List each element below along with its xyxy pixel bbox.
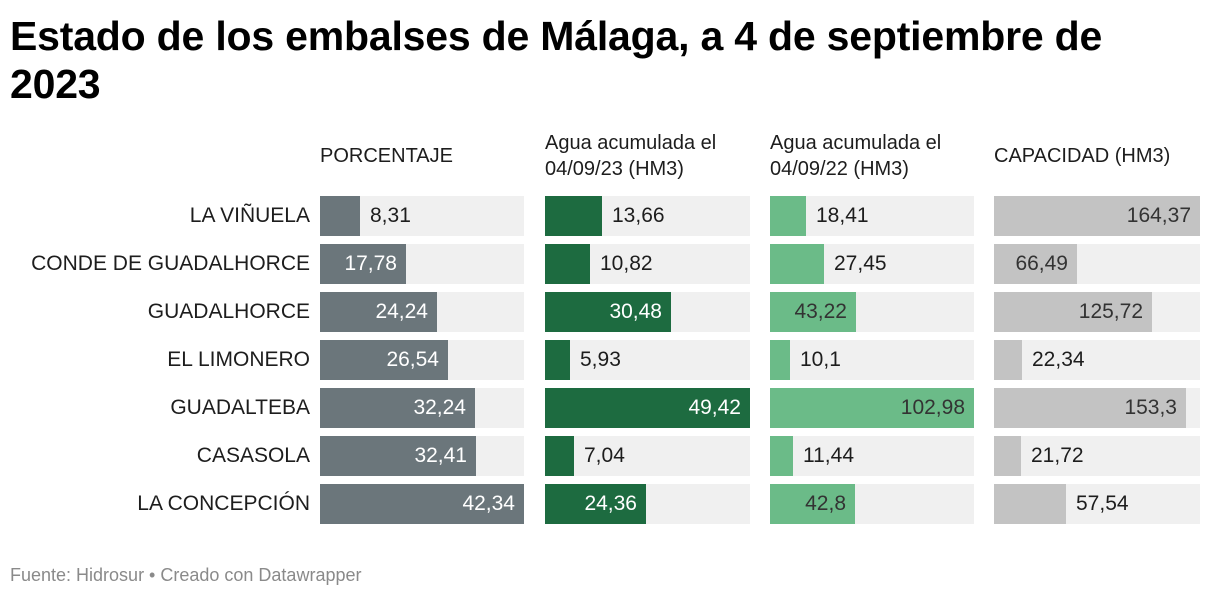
bar-track: 8,31 (320, 196, 524, 236)
bar-track: 24,24 (320, 292, 524, 332)
data-label: 5,93 (580, 348, 621, 371)
data-label: 11,44 (803, 444, 854, 467)
row-label: LA CONCEPCIÓN (137, 492, 310, 515)
data-label: 24,36 (584, 492, 637, 515)
bar-track: 13,66 (545, 196, 750, 236)
bar-track: 22,34 (994, 340, 1200, 380)
data-label: 164,37 (1126, 204, 1191, 227)
bar-track: 24,36 (545, 484, 750, 524)
data-bar (770, 436, 793, 476)
bar-track: 17,78 (320, 244, 524, 284)
bar-track: 125,72 (994, 292, 1200, 332)
data-bar (994, 196, 1200, 236)
data-label: 21,72 (1031, 444, 1084, 467)
row-label: LA VIÑUELA (189, 204, 310, 227)
bar-track: 27,45 (770, 244, 974, 284)
column-header-2: Agua acumulada el 04/09/23 (HM3) (545, 132, 717, 180)
data-label: 26,54 (386, 348, 439, 371)
data-bar (545, 292, 671, 332)
source-footer: Fuente: Hidrosur • Creado con Datawrappe… (10, 565, 362, 585)
bar-track: 42,8 (770, 484, 974, 524)
data-bar (994, 436, 1021, 476)
row-label: GUADALHORCE (147, 300, 310, 323)
column-header-4: CAPACIDAD (HM3) (994, 145, 1171, 167)
data-bar (770, 292, 856, 332)
data-label: 49,42 (688, 396, 741, 419)
data-label: 42,34 (462, 492, 515, 515)
bar-track: 57,54 (994, 484, 1200, 524)
bar-track: 153,3 (994, 388, 1200, 428)
bar-track: 21,72 (994, 436, 1200, 476)
data-label: 22,34 (1032, 348, 1085, 371)
data-bar (320, 196, 360, 236)
data-label: 8,31 (370, 204, 411, 227)
data-label: 32,24 (413, 396, 466, 419)
data-label: 24,24 (375, 300, 428, 323)
bar-track: 102,98 (770, 388, 974, 428)
bar-track: 42,34 (320, 484, 524, 524)
data-bar (320, 484, 524, 524)
data-bar (994, 292, 1152, 332)
data-label: 30,48 (609, 300, 662, 323)
data-label: 10,1 (800, 348, 841, 371)
bar-track: 49,42 (545, 388, 750, 428)
column-header-1: PORCENTAJE (320, 145, 453, 167)
data-label: 18,41 (816, 204, 869, 227)
bar-track: 10,1 (770, 340, 974, 380)
data-bar (320, 388, 475, 428)
data-bar (770, 484, 855, 524)
data-label: 42,8 (805, 492, 846, 515)
data-bar (770, 340, 790, 380)
bar-track: 32,41 (320, 436, 524, 476)
data-bar (770, 244, 824, 284)
bar-track: 18,41 (770, 196, 974, 236)
data-label: 125,72 (1078, 300, 1143, 323)
data-label: 57,54 (1076, 492, 1129, 515)
data-label: 27,45 (834, 252, 887, 275)
bar-track: 10,82 (545, 244, 750, 284)
bar-track: 11,44 (770, 436, 974, 476)
data-bar (994, 484, 1066, 524)
data-label: 102,98 (900, 396, 965, 419)
row-label: CONDE DE GUADALHORCE (31, 252, 310, 275)
data-label: 43,22 (794, 300, 847, 323)
data-label: 7,04 (584, 444, 625, 467)
data-bar (320, 436, 476, 476)
data-bar (994, 340, 1022, 380)
bar-track: 26,54 (320, 340, 524, 380)
bar-track: 43,22 (770, 292, 974, 332)
data-bar (994, 388, 1186, 428)
bar-track: 164,37 (994, 196, 1200, 236)
bar-track: 66,49 (994, 244, 1200, 284)
data-label: 153,3 (1124, 396, 1177, 419)
data-bar (320, 292, 437, 332)
data-bar (545, 196, 602, 236)
data-bar (320, 244, 406, 284)
row-label: GUADALTEBA (170, 396, 310, 419)
data-bar (545, 244, 590, 284)
data-bar (320, 340, 448, 380)
row-label: EL LIMONERO (167, 348, 310, 371)
data-label: 17,78 (344, 252, 397, 275)
bar-track: 5,93 (545, 340, 750, 380)
data-bar (545, 340, 570, 380)
data-label: 10,82 (600, 252, 653, 275)
data-bar (770, 388, 974, 428)
data-bar (545, 388, 750, 428)
data-bar (770, 196, 806, 236)
bar-track: 7,04 (545, 436, 750, 476)
data-bar (545, 436, 574, 476)
row-label: CASASOLA (196, 444, 310, 467)
data-bar (545, 484, 646, 524)
bar-track: 30,48 (545, 292, 750, 332)
column-header-3: Agua acumulada el 04/09/22 (HM3) (770, 132, 942, 180)
bar-track: 32,24 (320, 388, 524, 428)
data-label: 66,49 (1015, 252, 1068, 275)
data-label: 32,41 (414, 444, 467, 467)
data-label: 13,66 (612, 204, 665, 227)
chart-title: Estado de los embalses de Málaga, a 4 de… (10, 13, 1103, 107)
data-bar (994, 244, 1077, 284)
